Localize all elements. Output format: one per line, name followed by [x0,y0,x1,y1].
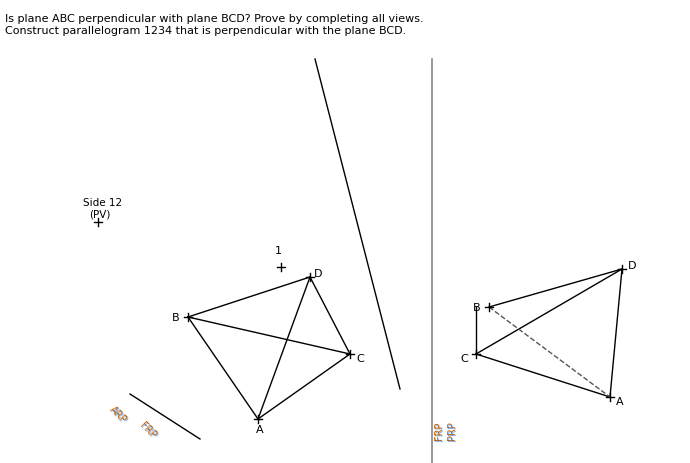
Text: D: D [628,260,636,270]
Text: C: C [356,353,364,363]
Text: B: B [172,313,180,322]
Text: FRP: FRP [138,419,158,439]
Text: ARP: ARP [108,405,130,425]
Text: FRP: FRP [435,422,445,440]
Text: FRP: FRP [139,420,159,440]
Text: C: C [460,353,468,363]
Text: A: A [256,424,264,434]
Text: ARP: ARP [108,404,128,425]
Text: Is plane ABC perpendicular with plane BCD? Prove by completing all views.: Is plane ABC perpendicular with plane BC… [5,14,424,24]
Text: Construct parallelogram 1234 that is perpendicular with the plane BCD.: Construct parallelogram 1234 that is per… [5,26,406,36]
Text: PRP: PRP [448,421,458,440]
Text: (PV): (PV) [89,210,110,219]
Text: B: B [473,302,481,313]
Text: D: D [314,269,322,278]
Text: FRP: FRP [434,420,444,439]
Text: 1: 1 [275,245,282,256]
Text: PRP: PRP [447,420,457,439]
Text: A: A [616,396,624,406]
Text: Side 12: Side 12 [83,198,122,207]
